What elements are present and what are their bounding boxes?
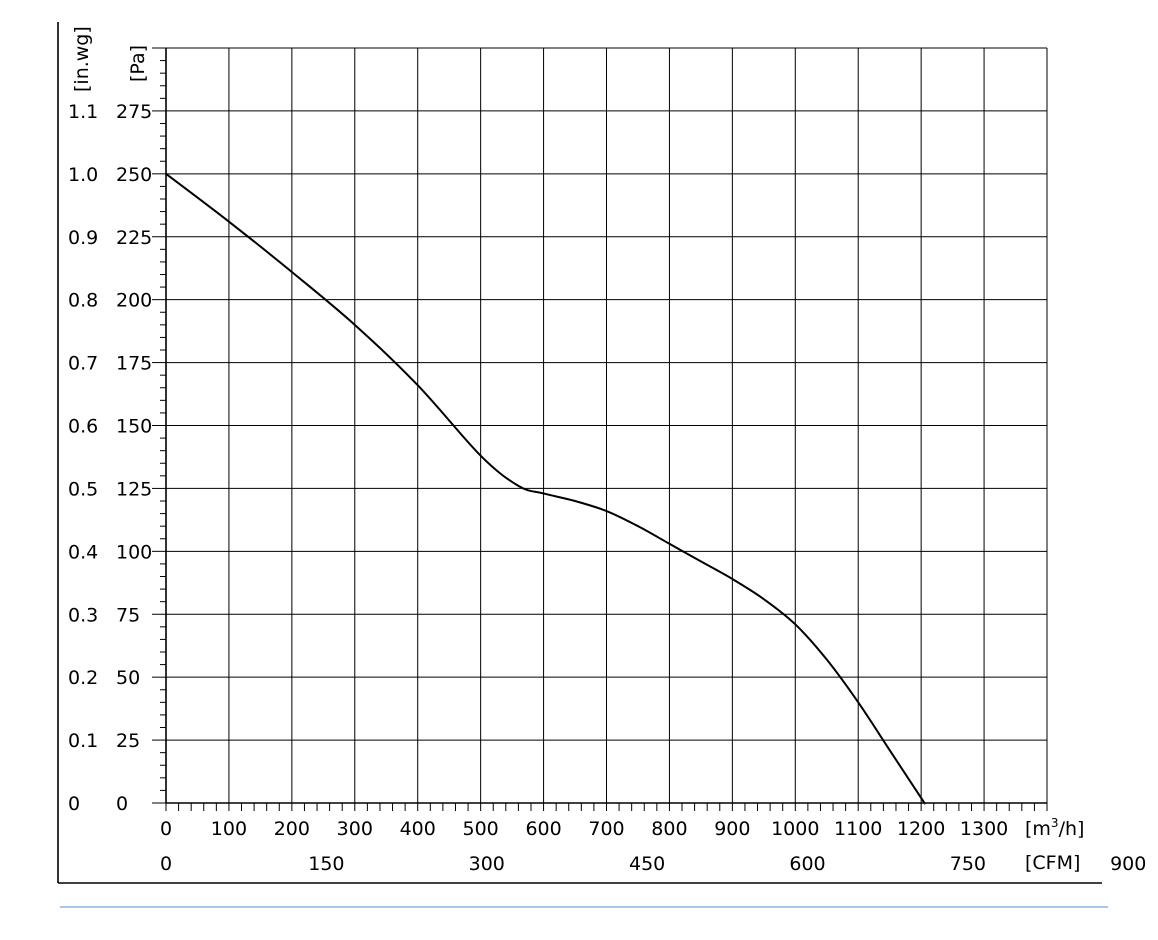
x2-tick-label: 750 [950, 853, 986, 875]
x-tick-label: 1100 [834, 818, 882, 840]
y2-tick-label: 0.2 [68, 667, 98, 689]
axes [57, 22, 1102, 884]
tick-labels: 0 100 200 300 400 500 600 700 800 900 1000 1100 1200… [68, 101, 1146, 875]
x-tick-label: 500 [463, 818, 499, 840]
x-tick-label: 1200 [897, 818, 945, 840]
x-tick-label: 400 [400, 818, 436, 840]
x-tick-label: 900 [714, 818, 750, 840]
y-tick-label: 25 [116, 730, 140, 752]
y-tick-label: 225 [116, 227, 152, 249]
grid [166, 47, 1048, 803]
y2-tick-label: 0 [68, 793, 80, 815]
x-tick-label: 300 [337, 818, 373, 840]
y2-tick-label: 0.5 [68, 478, 98, 500]
y-tick-label: 250 [116, 164, 152, 186]
y2-tick-label: 1.1 [68, 101, 98, 123]
y2-tick-label: 0.3 [68, 604, 98, 626]
y-tick-label: 150 [116, 416, 152, 438]
x-tick-label: 200 [274, 818, 310, 840]
y-tick-label: 125 [116, 478, 152, 500]
x2-tick-label: 300 [469, 853, 505, 875]
y2-tick-label: 0.1 [68, 730, 98, 752]
y-tick-label: 175 [116, 353, 152, 375]
x2-tick-label: 450 [629, 853, 665, 875]
x-tick-label: 700 [588, 818, 624, 840]
y2-tick-label: 0.4 [68, 541, 98, 563]
y2-tick-label: 0.7 [68, 353, 98, 375]
y-tick-label: 275 [116, 101, 152, 123]
x2-tick-label: 900 [1110, 853, 1146, 875]
y-unit-label: [Pa] [127, 45, 149, 82]
x2-tick-label: 0 [160, 853, 172, 875]
y2-tick-label: 0.8 [68, 290, 98, 312]
x-unit-label: [m3/h] [1025, 816, 1084, 840]
y2-tick-label: 0.9 [68, 227, 98, 249]
y-tick-label: 0 [116, 793, 128, 815]
x-tick-label: 100 [211, 818, 247, 840]
pressure-curve [165, 173, 926, 805]
x-tick-label: 600 [525, 818, 561, 840]
y-tick-label: 50 [116, 667, 140, 689]
x-tick-label: 0 [160, 818, 172, 840]
series-layer [165, 173, 926, 805]
x2-unit-label: [CFM] [1025, 852, 1080, 874]
y2-tick-label: 1.0 [68, 164, 98, 186]
x-tick-label: 800 [651, 818, 687, 840]
y-tick-label: 100 [116, 541, 152, 563]
x2-tick-label: 600 [789, 853, 825, 875]
y2-unit-label: [in.wg] [71, 26, 93, 92]
y2-tick-label: 0.6 [68, 416, 98, 438]
y-tick-label: 75 [116, 604, 140, 626]
y-tick-label: 200 [116, 290, 152, 312]
x-tick-label: 1300 [960, 818, 1008, 840]
x-tick-label: 1000 [771, 818, 819, 840]
x2-tick-label: 150 [308, 853, 344, 875]
